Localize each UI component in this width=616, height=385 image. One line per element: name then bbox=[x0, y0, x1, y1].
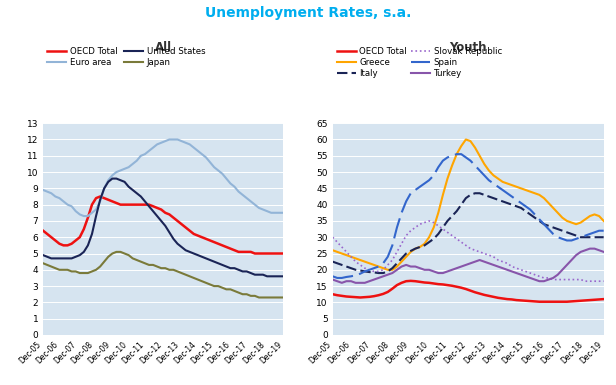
Title: All: All bbox=[155, 41, 172, 54]
Legend: OECD Total, Euro area, United States, Japan: OECD Total, Euro area, United States, Ja… bbox=[47, 47, 205, 67]
Legend: OECD Total, Greece, Italy, Slovak Republic, Spain, Turkey: OECD Total, Greece, Italy, Slovak Republ… bbox=[337, 47, 502, 78]
Title: Youth: Youth bbox=[450, 41, 487, 54]
Text: Unemployment Rates, s.a.: Unemployment Rates, s.a. bbox=[205, 6, 411, 20]
